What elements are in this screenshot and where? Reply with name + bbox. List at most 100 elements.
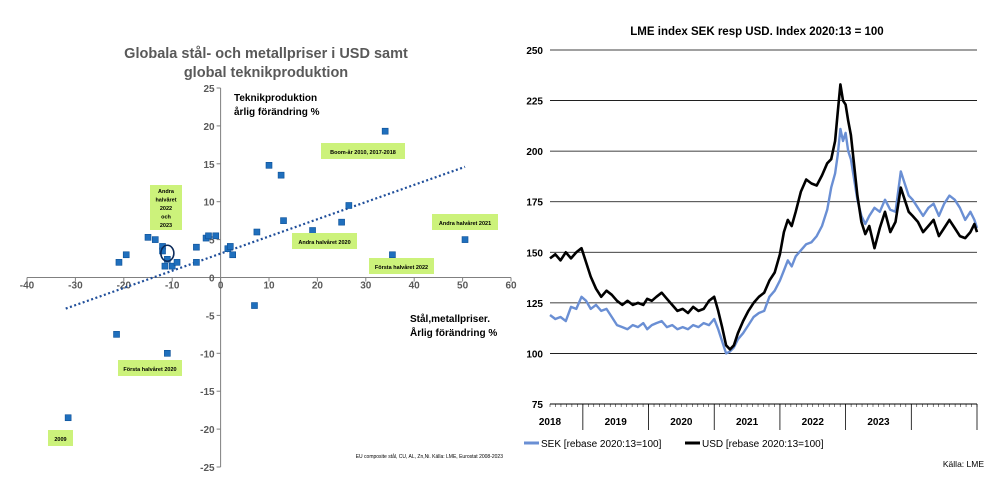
scatter-point xyxy=(265,162,273,169)
scatter-title-line2: global teknikproduktion xyxy=(184,65,348,81)
y-tick-label: 225 xyxy=(526,97,543,108)
annotation-2009-bg xyxy=(48,430,73,446)
annotation-h2-2021: Andra halvåret 2021 xyxy=(432,214,498,230)
annotation-h2-2021-bg xyxy=(432,214,498,230)
scatter-point xyxy=(309,227,316,234)
y-tick-label: 25 xyxy=(203,84,215,95)
scatter-point xyxy=(193,243,200,251)
scatter-title-line1: Globala stål- och metallpriser i USD sam… xyxy=(124,46,408,62)
annotation-boom-bg xyxy=(321,143,405,159)
y-tick-label: 175 xyxy=(526,198,543,209)
scatter-point xyxy=(212,232,220,240)
x-tick-label: 2021 xyxy=(736,417,759,428)
scatter-point xyxy=(277,171,285,179)
line-chart-grid xyxy=(549,49,978,430)
y-tick-label: 5 xyxy=(209,236,215,247)
y-tick-label: -15 xyxy=(200,387,215,398)
legend-label-usd: USD [rebase 2020:13=100] xyxy=(702,439,824,450)
scatter-point xyxy=(345,202,353,209)
scatter-point xyxy=(115,259,123,266)
annotation-h1-2022: Första halvåret 2022 xyxy=(369,258,434,274)
annotation-h1-2020: Första halvåret 2020 xyxy=(118,360,182,376)
annotation-h2-2022-2023-line: och xyxy=(161,215,171,221)
annotation-h2-2022-2023: Andra halvåret 2022 och 2023 xyxy=(150,185,182,230)
y-tick-label: -25 xyxy=(200,463,215,474)
annotation-h2-2020-bg xyxy=(292,233,357,249)
x-tick-label: 0 xyxy=(218,281,224,292)
scatter-point xyxy=(280,217,287,224)
scatter-point xyxy=(168,262,176,270)
y-tick-label: -10 xyxy=(200,349,215,360)
y-tick-label: -20 xyxy=(200,425,215,436)
y-tick-label: 20 xyxy=(203,122,215,133)
x-tick-label: 2019 xyxy=(605,417,628,428)
x-tick-label: 60 xyxy=(505,281,517,292)
y-tick-label: 250 xyxy=(526,46,543,57)
x-tick-label: 40 xyxy=(409,281,421,292)
line-chart: LME index SEK resp USD. Index 2020:13 = … xyxy=(524,26,984,469)
y-tick-label: 0 xyxy=(209,274,215,285)
line-chart-legend: SEK [rebase 2020:13=100] USD [rebase 202… xyxy=(524,439,824,450)
x-tick-label: 50 xyxy=(457,281,469,292)
annotation-h1-2020-text: Första halvåret 2020 xyxy=(123,366,176,373)
x-tick-label: -20 xyxy=(117,281,132,292)
scatter-point xyxy=(113,331,120,338)
scatter-annotations: Boom-år 2010, 2017-2018 Andra halvåret 2… xyxy=(48,143,498,446)
scatter-point xyxy=(161,262,169,270)
x-tick-label: 2022 xyxy=(802,417,825,428)
scatter-points xyxy=(64,127,469,422)
series-line-usd xyxy=(549,83,979,351)
scatter-point xyxy=(164,349,171,357)
scatter-axes xyxy=(26,87,512,468)
scatter-point xyxy=(164,256,171,263)
highlight-circle xyxy=(160,244,175,263)
annotation-h1-2022-bg xyxy=(369,258,434,274)
scatter-tick-labels: -40 -30 -20 -10 0 10 20 30 40 50 602520151050-5-10… xyxy=(20,84,517,474)
annotation-2009-text: 2009 xyxy=(54,437,66,443)
x-tick-label: 20 xyxy=(312,281,324,292)
scatter-point xyxy=(193,259,200,266)
y-tick-label: -5 xyxy=(206,311,215,322)
annotation-h2-2020-text: Andra halvåret 2020 xyxy=(298,239,350,246)
legend-label-sek: SEK [rebase 2020:13=100] xyxy=(541,439,662,450)
scatter-point xyxy=(253,228,261,236)
x-tick-label: -10 xyxy=(165,281,180,292)
scatter-ylabel-line1: Teknikproduktion xyxy=(234,93,317,104)
annotation-h2-2021-text: Andra halvåret 2021 xyxy=(439,220,491,227)
x-tick-label: -40 xyxy=(20,281,35,292)
scatter-point xyxy=(381,127,389,135)
x-tick-label: 2020 xyxy=(670,417,693,428)
scatter-point xyxy=(461,236,469,243)
scatter-chart: Globala stål- och metallpriser i USD sam… xyxy=(20,46,517,474)
scatter-ylabel-line2: årlig förändring % xyxy=(234,106,320,118)
series-line-sek xyxy=(549,127,979,355)
scatter-trendline-group xyxy=(65,165,466,310)
annotation-2009: 2009 xyxy=(48,430,73,446)
scatter-point xyxy=(64,414,72,422)
annotation-boom-text: Boom-år 2010, 2017-2018 xyxy=(330,149,396,156)
scatter-point xyxy=(173,259,181,266)
x-tick-label: 2018 xyxy=(539,417,562,428)
annotation-boom: Boom-år 2010, 2017-2018 xyxy=(321,143,405,159)
scatter-point xyxy=(389,251,396,259)
scatter-point xyxy=(205,232,212,240)
y-tick-label: 75 xyxy=(532,400,544,411)
trendline xyxy=(65,165,466,310)
annotation-h2-2022-2023-line: Andra xyxy=(158,189,175,195)
y-tick-label: 15 xyxy=(203,160,215,171)
y-tick-label: 125 xyxy=(526,299,543,310)
scatter-point xyxy=(229,251,236,259)
annotation-h2-2020: Andra halvåret 2020 xyxy=(292,233,357,249)
scatter-point xyxy=(338,218,345,226)
x-tick-label: 10 xyxy=(263,281,275,292)
scatter-point xyxy=(226,243,234,250)
line-chart-source: Källa: LME xyxy=(943,459,984,469)
x-tick-label: 30 xyxy=(360,281,372,292)
annotation-h1-2020-bg xyxy=(118,360,182,376)
scatter-source-note: EU composite stål, CU, AL, Zn,Ni. Källa:… xyxy=(356,453,504,460)
y-tick-label: 100 xyxy=(526,349,543,360)
annotation-h2-2022-2023-line: halvåret xyxy=(155,197,176,204)
scatter-point xyxy=(251,302,258,309)
line-chart-tick-labels: 250 225 200 175 150 125 100 75 2018 2019 2020 2021 2… xyxy=(526,46,890,428)
